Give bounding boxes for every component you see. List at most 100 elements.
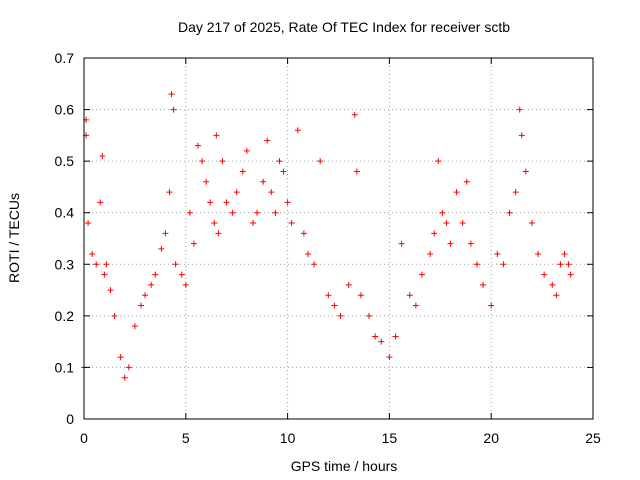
data-point <box>541 271 548 278</box>
data-point <box>199 158 206 165</box>
axis-ticks: 0 5 10 15 20 25 0 0.1 0.2 0.3 0.4 0.5 0.6 0.7 <box>55 50 601 446</box>
data-point <box>215 230 222 237</box>
data-point <box>494 250 501 257</box>
data-point <box>85 220 92 227</box>
data-point <box>467 240 474 247</box>
data-point <box>233 189 240 196</box>
data-point <box>516 106 523 113</box>
data-point <box>284 199 291 206</box>
data-point <box>565 261 572 268</box>
data-point <box>453 189 460 196</box>
y-tick-label: 0.6 <box>55 102 75 118</box>
data-point <box>311 261 318 268</box>
data-point <box>345 281 352 288</box>
data-point <box>435 158 442 165</box>
y-axis-label: ROTI / TECUs <box>6 193 22 283</box>
data-point <box>178 271 185 278</box>
data-point <box>500 261 507 268</box>
data-point <box>223 199 230 206</box>
data-point <box>351 111 358 118</box>
data-point <box>97 199 104 206</box>
data-point <box>392 333 399 340</box>
data-point <box>89 250 96 257</box>
y-tick-label: 0.4 <box>55 205 75 221</box>
data-point <box>138 302 145 309</box>
data-point <box>272 209 279 216</box>
data-point <box>121 374 128 381</box>
data-point <box>249 220 256 227</box>
data-point <box>166 189 173 196</box>
data-point <box>229 209 236 216</box>
data-point <box>203 178 210 185</box>
y-tick-label: 0 <box>66 411 74 427</box>
data-point <box>366 312 373 319</box>
data-point <box>353 168 360 175</box>
data-point <box>131 323 138 330</box>
data-point <box>260 178 267 185</box>
data-point <box>357 292 364 299</box>
data-point <box>427 250 434 257</box>
data-point <box>243 147 250 154</box>
data-point <box>567 271 574 278</box>
data-point <box>512 189 519 196</box>
y-tick-label: 0.2 <box>55 308 75 324</box>
x-tick-label: 20 <box>483 430 499 446</box>
data-point <box>304 250 311 257</box>
data-point <box>158 245 165 252</box>
data-point <box>99 152 106 159</box>
data-point <box>103 261 110 268</box>
data-point <box>186 209 193 216</box>
data-point <box>142 292 149 299</box>
data-point <box>317 158 324 165</box>
data-point <box>418 271 425 278</box>
x-axis-label: GPS time / hours <box>291 458 398 474</box>
data-point <box>213 132 220 139</box>
data-point <box>412 302 419 309</box>
data-point <box>398 240 405 247</box>
x-tick-label: 10 <box>280 430 296 446</box>
data-point <box>406 292 413 299</box>
x-tick-label: 25 <box>585 430 601 446</box>
data-point <box>553 292 560 299</box>
data-point <box>431 230 438 237</box>
data-point <box>239 168 246 175</box>
data-point <box>170 106 177 113</box>
y-tick-label: 0.1 <box>55 359 75 375</box>
data-point <box>473 261 480 268</box>
data-point <box>211 220 218 227</box>
data-point <box>506 209 513 216</box>
y-tick-label: 0.7 <box>55 50 75 66</box>
data-point <box>549 281 556 288</box>
x-tick-label: 5 <box>182 430 190 446</box>
data-point <box>439 209 446 216</box>
y-tick-label: 0.5 <box>55 153 75 169</box>
y-tick-label: 0.3 <box>55 256 75 272</box>
data-point <box>152 271 159 278</box>
data-point <box>276 158 283 165</box>
data-point <box>518 132 525 139</box>
data-point <box>459 220 466 227</box>
data-point <box>107 287 114 294</box>
data-point <box>111 312 118 319</box>
chart-title: Day 217 of 2025, Rate Of TEC Index for r… <box>178 19 510 35</box>
data-point <box>93 261 100 268</box>
data-point <box>207 199 214 206</box>
data-point <box>162 230 169 237</box>
data-point <box>268 189 275 196</box>
data-point <box>125 364 132 371</box>
data-point <box>325 292 332 299</box>
data-point <box>117 354 124 361</box>
data-point <box>372 333 379 340</box>
data-point <box>561 250 568 257</box>
data-point <box>294 127 301 134</box>
data-point <box>219 158 226 165</box>
data-point <box>528 220 535 227</box>
data-point <box>443 220 450 227</box>
data-point <box>463 178 470 185</box>
data-points <box>81 91 574 381</box>
data-point <box>522 168 529 175</box>
data-point <box>378 338 385 345</box>
data-point <box>254 209 261 216</box>
